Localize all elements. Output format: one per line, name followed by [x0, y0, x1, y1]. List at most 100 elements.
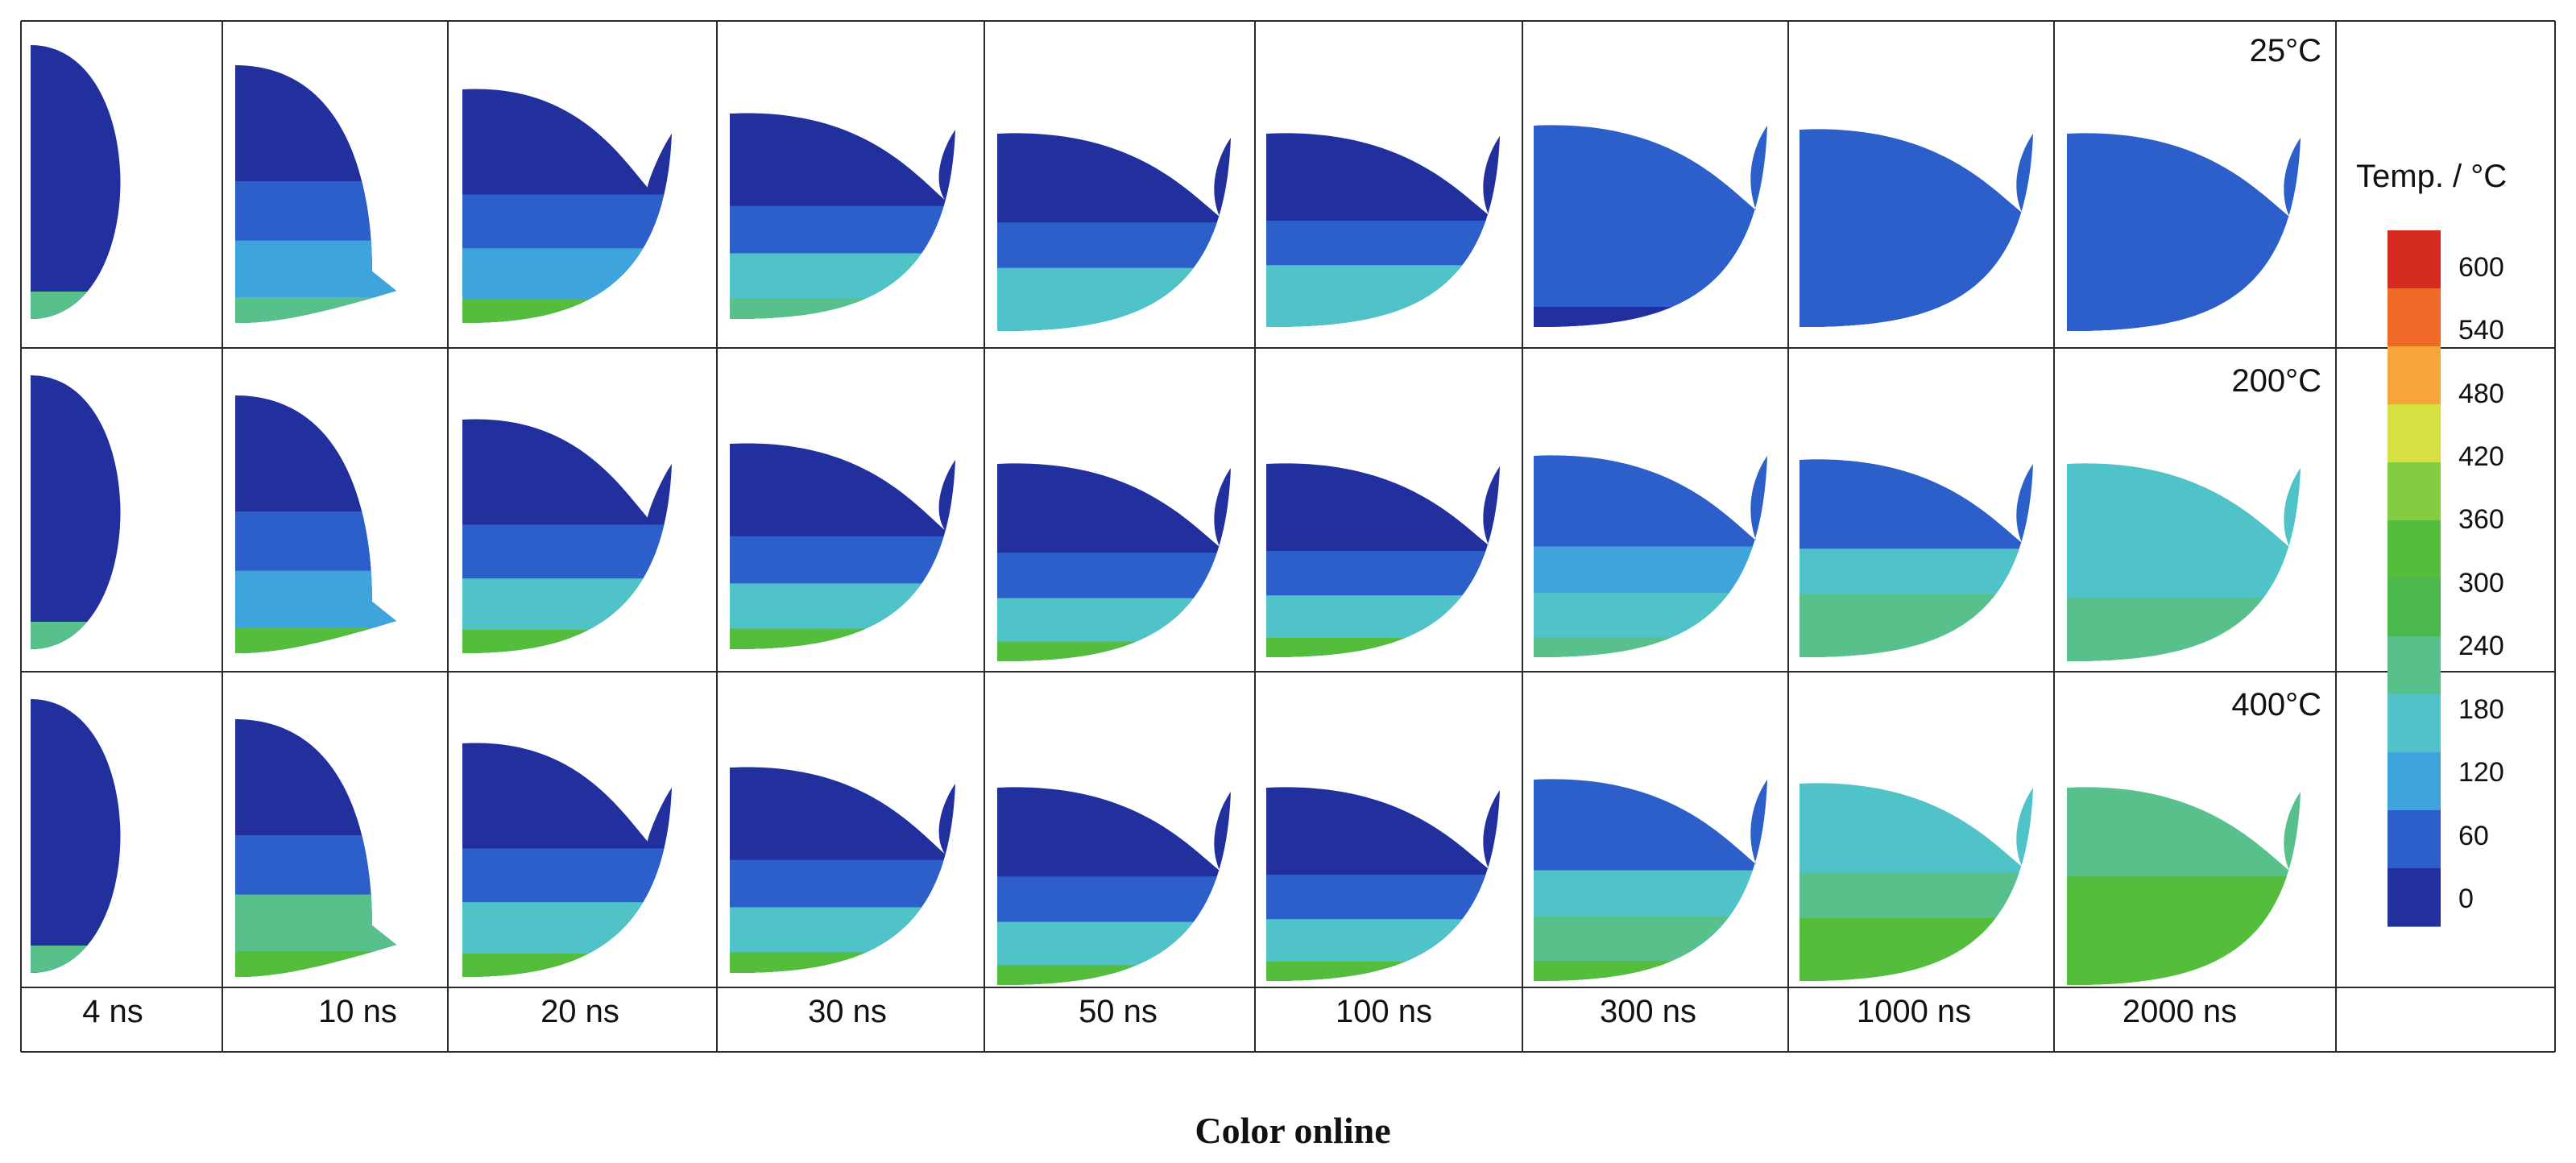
time-labels: 4 ns 10 ns 20 ns 30 ns 50 ns 100 ns 300 … — [82, 994, 2237, 1029]
droplet-panel — [235, 395, 396, 653]
contour-band — [997, 921, 1231, 985]
droplet-panel — [1799, 783, 2033, 981]
contour-band — [31, 885, 121, 973]
contour-band — [1266, 638, 1500, 657]
droplet-panel — [1266, 133, 1500, 327]
contour-band — [2067, 641, 2301, 661]
colorbar-tick: 180 — [2458, 694, 2504, 725]
time-label: 100 ns — [1336, 994, 1432, 1029]
contour-band — [730, 907, 955, 973]
contour-band — [235, 297, 396, 323]
contour-band — [235, 240, 396, 323]
time-label: 2000 ns — [2123, 994, 2237, 1029]
contour-band — [1266, 265, 1500, 327]
droplet-panel — [730, 113, 955, 319]
contour-band — [1799, 263, 2033, 327]
time-label: 4 ns — [82, 994, 143, 1029]
colorbar-tick: 600 — [2458, 252, 2504, 283]
droplet-panel — [462, 89, 672, 323]
droplet-panel — [462, 419, 672, 653]
colorbar-tick: 240 — [2458, 631, 2504, 661]
droplet-panel — [462, 743, 672, 977]
colorbar-swatch — [2388, 578, 2441, 637]
time-label: 50 ns — [1079, 994, 1158, 1029]
colorbar-ticks: 600 540 480 420 360 300 240 180 120 60 0 — [2458, 252, 2504, 914]
contour-band — [1534, 263, 1767, 327]
colorbar-scale — [2388, 230, 2441, 927]
colorbar-swatch — [2388, 520, 2441, 579]
colorbar-tick: 120 — [2458, 757, 2504, 788]
contour-band — [1266, 919, 1500, 981]
contour-band — [1534, 917, 1767, 981]
colorbar: Temp. / °C 600 540 480 420 360 300 240 1… — [2356, 159, 2507, 927]
contour-band — [1799, 594, 2033, 657]
colorbar-tick: 360 — [2458, 504, 2504, 535]
colorbar-title: Temp. / °C — [2356, 159, 2507, 194]
time-label: 30 ns — [808, 994, 887, 1029]
contour-band — [997, 598, 1231, 661]
colorbar-swatch — [2388, 752, 2441, 811]
droplet-panel — [1534, 125, 1767, 327]
contour-band — [730, 583, 955, 649]
contour-band — [31, 231, 121, 319]
contour-band — [462, 300, 672, 323]
colorbar-swatch — [2388, 230, 2441, 289]
colorbar-swatch — [2388, 868, 2441, 927]
colorbar-swatch — [2388, 462, 2441, 521]
droplet-panel — [31, 699, 121, 973]
colorbar-swatch — [2388, 694, 2441, 753]
contour-band — [462, 902, 672, 977]
contour-band — [1266, 308, 1500, 327]
droplet-panel — [730, 767, 955, 973]
colorbar-tick: 300 — [2458, 568, 2504, 598]
contour-band — [1534, 593, 1767, 657]
contour-band — [462, 248, 672, 323]
colorbar-tick: 420 — [2458, 441, 2504, 472]
droplet-panel — [2067, 463, 2301, 661]
colorbar-swatch — [2388, 810, 2441, 869]
time-label: 1000 ns — [1857, 994, 1971, 1029]
droplet-panel — [1799, 129, 2033, 327]
contour-band — [2067, 267, 2301, 331]
contour-band — [2067, 598, 2301, 661]
colorbar-swatch — [2388, 636, 2441, 695]
row-temp-label-400: 400°C — [2231, 687, 2321, 722]
contour-band — [1266, 595, 1500, 657]
droplet-panel — [31, 375, 121, 649]
contour-band — [31, 946, 121, 973]
row-temp-label-25: 25°C — [2250, 33, 2321, 68]
contour-band — [31, 622, 121, 649]
droplet-panel — [1266, 787, 1500, 981]
contour-band — [1799, 307, 2033, 327]
colorbar-tick: 480 — [2458, 379, 2504, 409]
contour-band — [997, 641, 1231, 661]
time-label: 20 ns — [540, 994, 619, 1029]
colorbar-swatch — [2388, 404, 2441, 463]
contour-band — [730, 298, 955, 319]
droplet-panel — [31, 45, 121, 319]
simulation-panels — [31, 45, 2301, 985]
contour-band — [31, 561, 121, 649]
colorbar-tick: 0 — [2458, 884, 2474, 914]
contour-band — [235, 894, 396, 977]
contour-band — [2067, 921, 2301, 985]
time-label: 300 ns — [1600, 994, 1696, 1029]
droplet-panel — [730, 443, 955, 649]
colorbar-tick: 540 — [2458, 315, 2504, 346]
colorbar-tick: 60 — [2458, 821, 2489, 851]
contour-band — [730, 628, 955, 649]
droplet-panel — [997, 133, 1231, 331]
droplet-panel — [235, 65, 396, 323]
row-temp-label-200: 200°C — [2231, 363, 2321, 399]
contour-band — [31, 292, 121, 319]
droplet-panel — [1534, 779, 1767, 981]
contour-band — [1534, 307, 1767, 327]
colorbar-swatch — [2388, 288, 2441, 347]
droplet-panel — [997, 787, 1231, 985]
droplet-panel — [2067, 133, 2301, 331]
time-label: 10 ns — [318, 994, 397, 1029]
droplet-panel — [997, 463, 1231, 661]
colorbar-swatch — [2388, 346, 2441, 405]
contour-band — [462, 578, 672, 653]
